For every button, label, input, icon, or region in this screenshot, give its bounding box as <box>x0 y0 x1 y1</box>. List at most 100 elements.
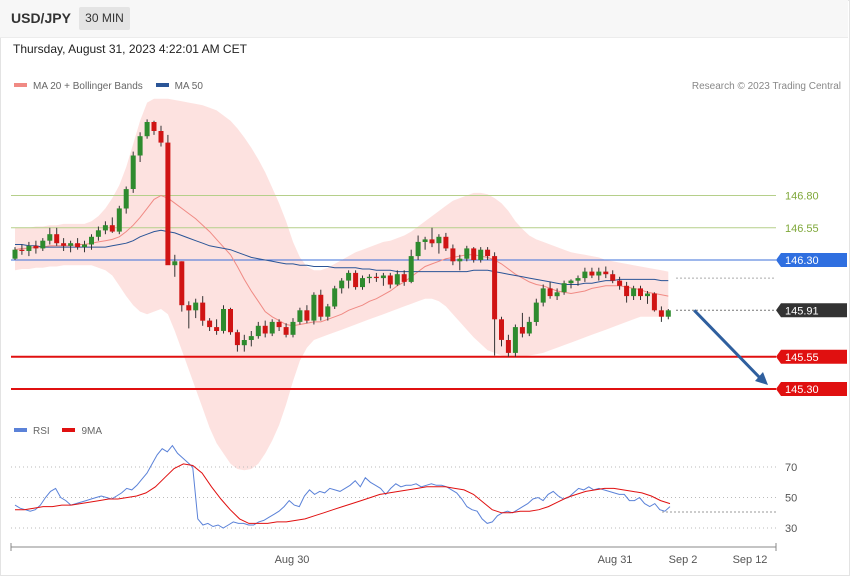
legend-rsi: RSI <box>14 426 50 437</box>
candle-body <box>610 274 616 281</box>
level-label-145.55: 145.55 <box>785 352 819 364</box>
price-tag-145.91 <box>776 303 847 318</box>
candle-body <box>325 306 331 317</box>
price-legend: MA 20 + Bollinger Bands MA 50 <box>14 81 213 92</box>
candle-body <box>360 278 365 288</box>
candle-body <box>575 278 581 281</box>
candle-body <box>380 275 386 279</box>
level-labels-layer: 146.80 146.55 146.30 145.91 145.55 145.30 <box>776 191 847 396</box>
moving-average-layer <box>14 194 669 327</box>
candle-body <box>464 248 470 259</box>
candle-body <box>485 249 491 257</box>
rsi-9ma-line <box>15 463 671 524</box>
candle-body <box>373 276 379 279</box>
candle-body <box>582 271 588 279</box>
candle-body <box>394 274 400 285</box>
ma50-line <box>15 229 669 285</box>
candle-body <box>116 208 122 232</box>
level-lines-layer <box>11 195 776 390</box>
candle-body <box>638 288 643 297</box>
candle-body <box>26 245 32 251</box>
candle-body <box>492 256 498 320</box>
projection-arrow <box>693 309 764 382</box>
x-tick-aug-30: Aug 30 <box>275 554 310 566</box>
candle-body <box>40 240 46 249</box>
projection-layer <box>693 309 768 385</box>
candle-body <box>221 309 226 331</box>
candle-body <box>123 189 129 209</box>
candle-body <box>89 236 94 245</box>
candle-body <box>415 241 421 257</box>
price-tag-145.30 <box>776 382 847 396</box>
candle-body <box>554 292 560 297</box>
candle-body <box>290 321 296 335</box>
candle-body <box>332 288 338 307</box>
candle-body <box>346 272 352 281</box>
candle-body <box>422 239 428 242</box>
price-tag-146.30 <box>776 253 847 267</box>
x-tick-sep-12: Sep 12 <box>733 554 768 566</box>
candle-body <box>33 245 39 249</box>
candle-body <box>499 319 504 340</box>
candle-body <box>47 234 53 241</box>
candle-body <box>353 272 359 288</box>
candle-body <box>631 288 637 297</box>
candle-body <box>568 280 574 284</box>
candle-body <box>624 285 630 297</box>
legend-9ma-label: 9MA <box>81 426 103 437</box>
level-label-145.30: 145.30 <box>785 384 819 396</box>
rsi-legend: RSI 9MA <box>14 426 112 437</box>
rsi-tick-30: 30 <box>785 523 797 535</box>
candle-body <box>297 310 303 322</box>
projection-arrowhead <box>755 372 768 385</box>
candle-body <box>651 293 657 311</box>
candle-body <box>533 302 539 322</box>
candle-body <box>241 340 247 346</box>
candle-body <box>269 321 275 334</box>
candle-body <box>478 249 484 260</box>
candle-body <box>512 327 518 353</box>
legend-rsi-label: RSI <box>33 426 50 437</box>
candle-body <box>645 293 650 297</box>
legend-ma20: MA 20 + Bollinger Bands <box>14 81 143 92</box>
candle-body <box>172 261 178 266</box>
legend-ma50-label: MA 50 <box>174 81 203 92</box>
candle-body <box>318 294 324 317</box>
timestamp: Thursday, August 31, 2023 4:22:01 AM CET <box>13 42 247 56</box>
candle-body <box>505 340 511 353</box>
ma20-line <box>14 194 669 327</box>
candle-body <box>200 302 206 321</box>
rsi-tick-70: 70 <box>785 462 797 474</box>
rsi-line <box>14 444 671 529</box>
candle-body <box>540 288 546 303</box>
candle-body <box>401 274 407 282</box>
candle-body <box>179 261 185 306</box>
legend-ma50: MA 50 <box>155 81 203 92</box>
timeframe-badge[interactable]: 30 MIN <box>79 7 130 30</box>
9ma-swatch <box>62 428 76 433</box>
candle-body <box>193 302 199 311</box>
candle-body <box>471 248 477 260</box>
legend-ma20-label: MA 20 + Bollinger Bands <box>33 81 143 92</box>
candle-body <box>158 131 164 143</box>
candle-body <box>457 258 463 262</box>
candle-body <box>408 256 414 282</box>
candle-body <box>12 249 18 259</box>
candle-body <box>61 243 67 246</box>
level-label-146.30: 146.30 <box>785 255 819 267</box>
candle-body <box>82 244 87 248</box>
candle-body <box>276 321 282 328</box>
rsi-swatch <box>14 428 27 433</box>
candle-body <box>165 142 171 266</box>
x-tick-aug-31: Aug 31 <box>598 554 633 566</box>
candle-body <box>68 243 74 246</box>
candle-body <box>658 310 664 317</box>
candle-body <box>137 136 143 156</box>
ma20-swatch <box>14 83 27 88</box>
level-label-146.55: 146.55 <box>785 223 819 235</box>
candle-body <box>443 236 449 249</box>
candle-body <box>387 275 393 285</box>
candle-body <box>450 248 456 262</box>
candle-body <box>429 239 435 244</box>
